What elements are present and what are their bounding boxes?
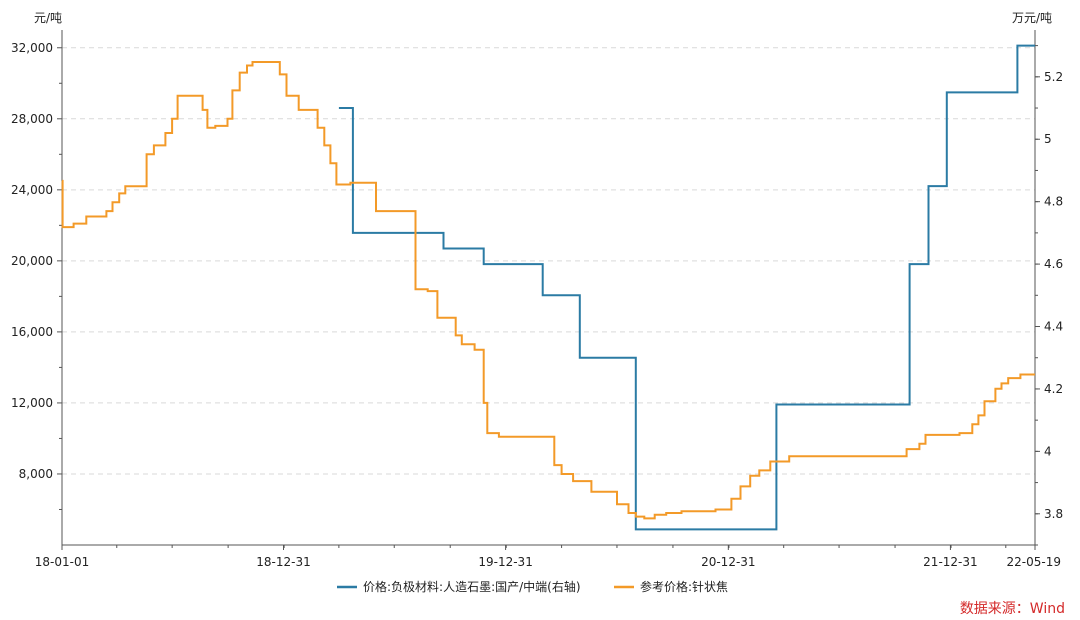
x-tick-label: 18-12-31	[256, 555, 310, 569]
legend: 价格:负极材料:人造石墨:国产/中端(右轴) 参考价格:针状焦	[337, 579, 728, 594]
left-tick-label: 8,000	[19, 467, 53, 481]
x-tick-label: 18-01-01	[35, 555, 89, 569]
left-tick-label: 16,000	[11, 325, 53, 339]
right-tick-label: 4.6	[1044, 257, 1063, 271]
series-line-1	[338, 44, 1035, 531]
x-tick-label: 22-05-19	[1007, 555, 1061, 569]
series-lines	[61, 44, 1035, 531]
x-tick-label: 19-12-31	[478, 555, 532, 569]
right-tick-label: 4	[1044, 444, 1052, 458]
right-axis-unit: 万元/吨	[1012, 11, 1052, 25]
right-tick-label: 4.2	[1044, 382, 1063, 396]
x-tick-label: 21-12-31	[923, 555, 977, 569]
left-axis-unit: 元/吨	[34, 11, 62, 25]
legend-label-2: 参考价格:针状焦	[640, 579, 728, 594]
right-tick-label: 5.2	[1044, 70, 1063, 84]
grid-lines	[62, 47, 1035, 475]
right-tick-label: 4.4	[1044, 320, 1063, 334]
series-line-2	[61, 61, 1035, 520]
left-tick-label: 28,000	[11, 112, 53, 126]
left-tick-label: 12,000	[11, 396, 53, 410]
right-tick-label: 5	[1044, 132, 1052, 146]
x-tick-label: 20-12-31	[701, 555, 755, 569]
left-tick-label: 24,000	[11, 183, 53, 197]
axes: 8,000 12,000 16,000 20,000 24,000 28,000 32,00…	[11, 30, 1063, 569]
data-source-note: 数据来源：Wind	[960, 601, 1065, 617]
legend-label-1: 价格:负极材料:人造石墨:国产/中端(右轴)	[363, 579, 581, 594]
right-tick-label: 4.8	[1044, 195, 1063, 209]
right-tick-label: 3.8	[1044, 507, 1063, 521]
left-tick-label: 20,000	[11, 254, 53, 268]
left-tick-label: 32,000	[11, 41, 53, 55]
